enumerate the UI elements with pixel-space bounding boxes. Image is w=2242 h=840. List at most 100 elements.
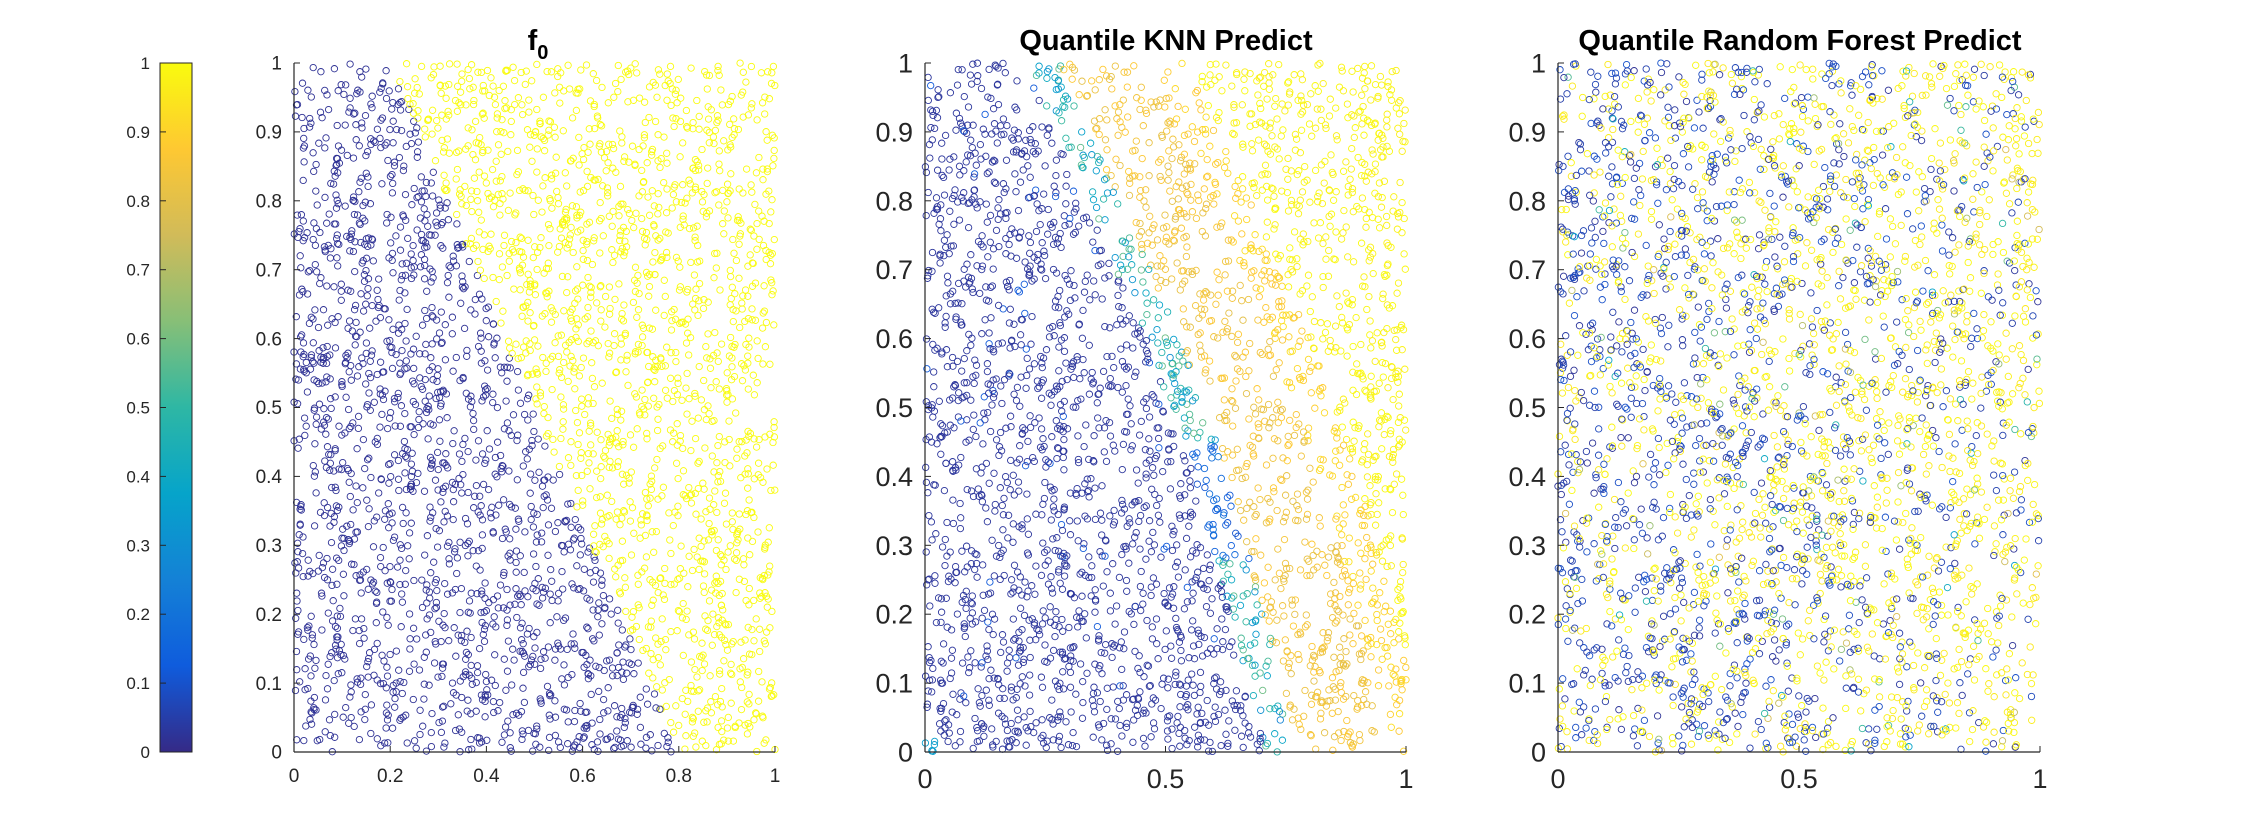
scatter-point: [1392, 104, 1400, 112]
scatter-point: [676, 431, 685, 440]
scatter-point: [449, 515, 457, 524]
scatter-point: [682, 686, 690, 694]
scatter-point: [664, 734, 672, 742]
scatter-point: [1361, 440, 1369, 448]
scatter-point: [642, 228, 651, 237]
scatter-point: [524, 270, 532, 278]
scatter-point: [661, 362, 670, 370]
scatter-point: [1154, 511, 1163, 519]
scatter-point: [596, 569, 605, 577]
y-tick-label: 0.2: [256, 605, 282, 626]
scatter-point: [368, 580, 377, 588]
scatter-point: [673, 390, 682, 399]
scatter-point: [1018, 673, 1026, 681]
scatter-point: [347, 560, 356, 568]
scatter-point: [477, 334, 485, 342]
scatter-point: [478, 531, 487, 539]
scatter-point: [353, 498, 361, 507]
scatter-point: [661, 292, 669, 301]
scatter-point: [421, 125, 429, 133]
scatter-point: [458, 70, 466, 78]
scatter-point: [679, 181, 687, 189]
scatter-point: [548, 577, 556, 585]
scatter-point: [321, 144, 329, 152]
scatter-point: [538, 208, 546, 216]
scatter-point: [495, 250, 504, 258]
scatter-point: [570, 640, 578, 648]
scatter-point: [559, 418, 567, 426]
scatter-point: [982, 504, 990, 512]
scatter-point: [745, 700, 753, 708]
scatter-point: [452, 175, 460, 183]
scatter-point: [645, 113, 653, 122]
scatter-point: [516, 269, 525, 277]
scatter-point: [745, 496, 753, 504]
scatter-point: [577, 66, 585, 74]
scatter-point: [309, 235, 317, 244]
scatter-point: [713, 249, 721, 257]
scatter-point: [464, 696, 472, 704]
scatter-point: [1303, 282, 1311, 290]
scatter-point: [309, 339, 317, 347]
scatter-point: [1182, 252, 1191, 261]
scatter-point: [765, 568, 773, 576]
scatter-point: [596, 730, 604, 738]
scatter-point: [729, 525, 737, 534]
scatter-point: [476, 266, 485, 274]
scatter-point: [1146, 212, 1154, 220]
scatter-point: [718, 101, 726, 109]
scatter-point: [1085, 390, 1094, 398]
scatter-point: [1319, 79, 1327, 88]
scatter-point: [1363, 77, 1372, 85]
scatter-point: [587, 293, 595, 301]
scatter-point: [667, 326, 676, 334]
scatter-point: [659, 483, 668, 491]
scatter-point: [1350, 133, 1358, 142]
scatter-point: [1066, 668, 1075, 677]
scatter-point: [431, 605, 439, 613]
scatter-point: [470, 425, 478, 434]
scatter-point: [480, 274, 488, 283]
scatter-point: [1230, 130, 1238, 139]
scatter-point: [578, 150, 586, 158]
scatter-point: [467, 661, 475, 670]
scatter-point: [524, 236, 532, 244]
scatter-point: [726, 669, 735, 677]
scatter-point: [406, 645, 414, 653]
scatter-point: [685, 395, 693, 403]
scatter-point: [590, 102, 598, 111]
scatter-point: [1357, 239, 1366, 247]
scatter-point: [297, 264, 305, 272]
scatter-point: [367, 729, 375, 738]
scatter-point: [730, 249, 738, 257]
scatter-point: [510, 76, 519, 85]
scatter-point: [996, 428, 1005, 437]
scatter-point: [589, 530, 598, 538]
scatter-point: [407, 460, 416, 468]
scatter-point: [1122, 381, 1130, 390]
scatter-point: [467, 195, 475, 203]
scatter-point: [661, 579, 669, 588]
scatter-point: [1208, 454, 1216, 462]
scatter-point: [618, 470, 627, 478]
scatter-point: [1293, 364, 1302, 373]
scatter-point: [988, 536, 996, 544]
scatter-point: [405, 667, 414, 675]
scatter-point: [1188, 208, 1197, 216]
scatter-point: [491, 681, 499, 690]
scatter-point: [556, 225, 564, 233]
scatter-point: [644, 502, 652, 510]
scatter-point: [1159, 467, 1167, 476]
scatter-point: [654, 741, 662, 750]
scatter-point: [614, 458, 622, 466]
scatter-point: [538, 529, 546, 537]
scatter-point: [574, 523, 583, 532]
scatter-point: [567, 640, 575, 648]
scatter-point: [927, 81, 935, 90]
scatter-point: [742, 436, 750, 444]
scatter-point: [433, 116, 441, 125]
scatter-point: [706, 364, 715, 372]
scatter-point: [410, 364, 418, 373]
scatter-point: [1226, 560, 1234, 568]
scatter-point: [561, 614, 570, 622]
